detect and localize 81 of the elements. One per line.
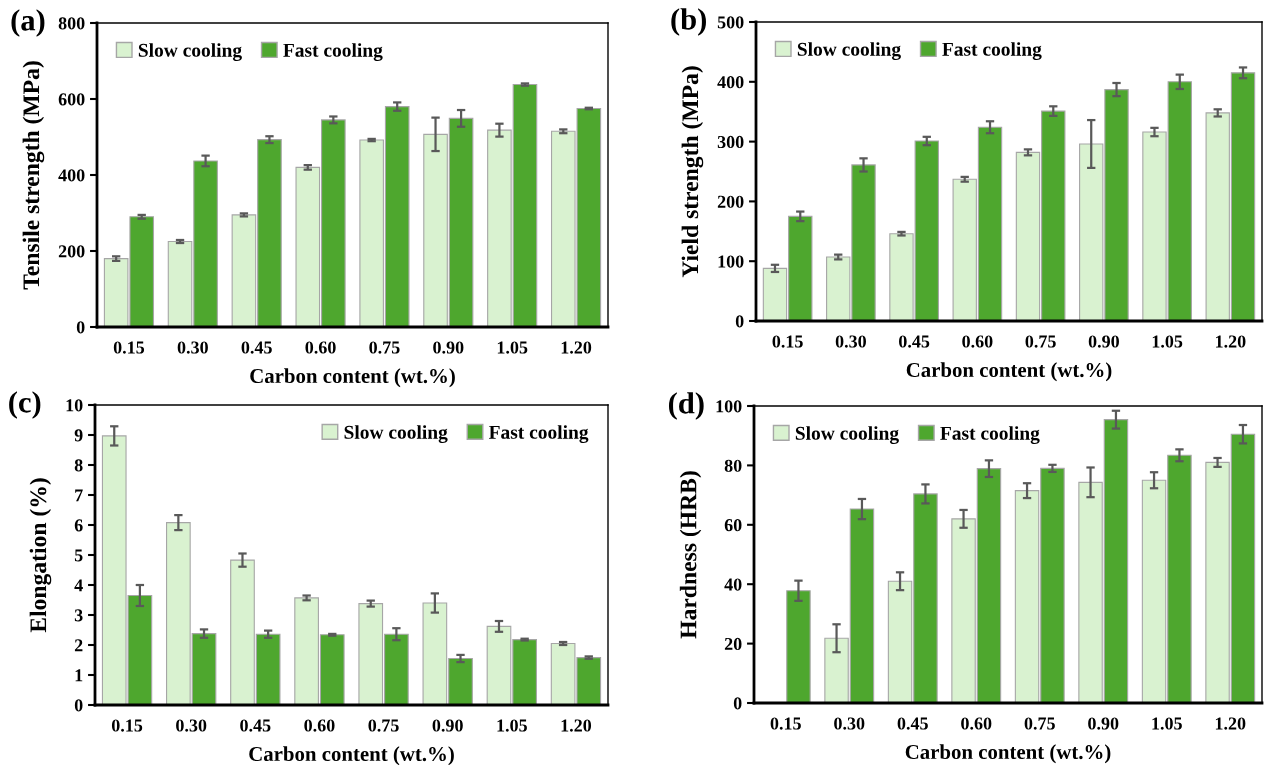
x-tick-label: 0.90: [1088, 717, 1119, 730]
bar: [786, 590, 811, 703]
y-tick-label: 3: [74, 609, 83, 622]
x-tick-label: 0.60: [305, 341, 336, 354]
y-tick-label: 1: [75, 669, 83, 682]
x-tick-label: 0.90: [1088, 335, 1119, 348]
x-tick-label: 0.45: [899, 335, 930, 348]
y-tick-label: 80: [724, 459, 742, 472]
x-tick-label: 0.15: [111, 719, 143, 732]
x-tick-label: 0.15: [770, 717, 801, 730]
y-tick-label: 100: [718, 255, 744, 268]
y-tick-label: 20: [724, 637, 742, 651]
y-tick-label: 300: [717, 135, 744, 149]
y-tick-label: 10: [66, 399, 83, 412]
x-tick-label: 0.90: [432, 719, 463, 732]
y-tick-label: 400: [58, 169, 85, 182]
y-tick-label: 400: [717, 76, 744, 89]
y-tick-label: 200: [717, 195, 744, 208]
y-tick-label: 800: [58, 17, 85, 30]
x-tick-label: 0.75: [1025, 335, 1056, 348]
x-tick-label: 1.20: [1216, 335, 1246, 348]
x-tick-label: 0.45: [897, 717, 928, 730]
y-axis-title: Yield strength (MPa): [681, 66, 704, 278]
y-tick-label: 40: [724, 578, 742, 591]
legend-label: Slow cooling: [138, 43, 242, 61]
chart-title: (a): [11, 9, 45, 37]
legend-label: Slow cooling: [795, 426, 899, 444]
x-tick-label: 0.60: [962, 335, 993, 348]
x-tick-label: 0.30: [835, 335, 866, 348]
y-axis-title: Hardness (HRB): [679, 471, 702, 639]
y-tick-label: 2: [74, 639, 83, 652]
y-tick-label: 7: [75, 489, 83, 502]
legend-label: Fast cooling: [488, 425, 589, 443]
y-tick-label: 4: [74, 579, 83, 592]
y-axis-title: Elongation (%): [29, 478, 52, 633]
x-tick-label: 0.45: [241, 341, 272, 354]
chart-title: (d): [668, 392, 704, 420]
y-tick-label: 8: [74, 459, 83, 472]
x-axis-title: Carbon content (wt.%): [905, 744, 1111, 764]
y-tick-label: 0: [735, 315, 744, 328]
y-axis-title: Tensile strength (MPa): [22, 61, 45, 290]
x-tick-label: 1.05: [497, 719, 527, 732]
y-tick-label: 0: [76, 321, 85, 334]
legend-label: Fast cooling: [940, 426, 1040, 444]
x-tick-label: 0.15: [772, 335, 803, 348]
y-tick-label: 500: [717, 16, 744, 29]
chart-title: (b): [671, 8, 706, 36]
x-tick-label: 1.20: [561, 719, 592, 732]
x-tick-label: 0.75: [369, 341, 400, 354]
y-tick-label: 9: [74, 429, 83, 442]
x-axis-title: Carbon content (wt.%): [906, 362, 1112, 382]
x-axis-title: Carbon content (wt.%): [249, 746, 454, 765]
legend-label: Slow cooling: [797, 42, 901, 60]
x-tick-label: 0.60: [304, 719, 335, 732]
x-tick-label: 0.90: [433, 341, 464, 354]
x-tick-label: 1.20: [561, 341, 592, 354]
y-tick-label: 600: [58, 93, 85, 106]
y-tick-label: 60: [724, 519, 742, 532]
y-tick-label: 0: [74, 699, 83, 712]
x-tick-label: 0.75: [368, 719, 399, 732]
y-tick-label: 100: [716, 400, 742, 413]
x-tick-label: 0.45: [240, 719, 271, 732]
x-tick-label: 1.20: [1215, 717, 1246, 730]
legend-label: Slow cooling: [344, 425, 448, 443]
x-tick-label: 0.30: [176, 719, 207, 732]
y-tick-label: 200: [58, 245, 85, 258]
x-tick-label: 0.15: [113, 341, 145, 354]
x-axis-title: Carbon content (wt.%): [250, 368, 455, 388]
x-tick-label: 1.05: [497, 341, 528, 354]
x-tick-label: 0.60: [961, 717, 992, 730]
y-tick-label: 0: [733, 697, 742, 710]
x-tick-label: 1.05: [1152, 335, 1183, 348]
x-tick-label: 0.30: [834, 717, 865, 730]
legend-label: Fast cooling: [942, 42, 1042, 60]
y-tick-label: 5: [74, 549, 83, 562]
legend-label: Fast cooling: [283, 43, 383, 61]
y-tick-label: 6: [74, 519, 83, 532]
chart-title: (c): [9, 391, 41, 419]
x-tick-label: 0.75: [1024, 717, 1055, 730]
x-tick-label: 1.05: [1152, 717, 1182, 730]
x-tick-label: 0.30: [177, 341, 208, 354]
